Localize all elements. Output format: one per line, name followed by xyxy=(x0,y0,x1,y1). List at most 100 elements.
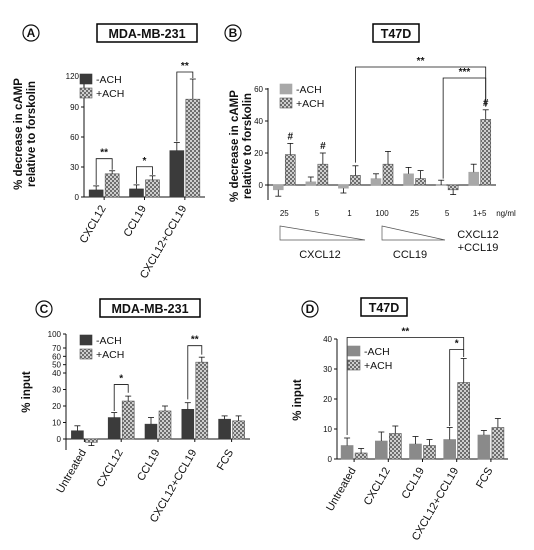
y-axis-label: % decrease in cAMP xyxy=(229,90,241,202)
y-tick-label: 0 xyxy=(75,193,80,202)
y-axis-label: relative to forskolin xyxy=(26,81,38,187)
sig-bracket xyxy=(449,349,465,426)
sig-bracket xyxy=(442,77,487,179)
sig-bracket xyxy=(176,71,194,142)
legend-label: -ACH xyxy=(296,84,322,96)
bar-minus-ach xyxy=(340,445,354,460)
y-tick-label: 0 xyxy=(328,455,333,464)
title: T47D xyxy=(360,297,408,317)
legend-label: -ACH xyxy=(96,74,122,86)
panel-letter-circle xyxy=(224,24,242,42)
bar-plus-ach xyxy=(447,184,459,191)
chart-title: T47D xyxy=(369,301,400,315)
x-tick-label: 5 xyxy=(445,209,450,218)
bar-minus-ach xyxy=(129,188,144,198)
panel-letter-circle xyxy=(22,24,40,42)
bar-plus-ach xyxy=(350,175,361,186)
bar-plus-ach xyxy=(423,445,436,460)
title: MDA-MB-231 xyxy=(96,23,198,43)
sig-label: * xyxy=(119,374,123,385)
bar-minus-ach xyxy=(443,439,457,460)
y-tick-label: 20 xyxy=(254,149,263,158)
title: T47D xyxy=(372,23,420,43)
bar-plus-ach xyxy=(232,420,245,440)
y-tick-label: 40 xyxy=(323,335,332,344)
title-box xyxy=(372,23,420,43)
panel-letter: A xyxy=(27,26,36,40)
y-tick-label: 0 xyxy=(259,181,264,190)
bar-minus-ach xyxy=(468,171,480,186)
bar-plus-ach xyxy=(382,163,394,186)
panel-letter-circle xyxy=(35,300,53,318)
chart-title: T47D xyxy=(381,27,412,41)
legend-label: +ACH xyxy=(96,88,124,100)
bar-plus-ach xyxy=(195,361,209,440)
x-tick-label: 1 xyxy=(347,209,352,218)
bar-minus-ach xyxy=(370,178,382,186)
sig-label: * xyxy=(455,339,459,350)
group-label: CXCL12 xyxy=(299,249,341,261)
sig-bracket xyxy=(346,337,465,435)
bar-plus-ach xyxy=(415,178,426,186)
chart-title: MDA-MB-231 xyxy=(111,302,188,316)
x-tick-label: 1+5 xyxy=(473,209,487,218)
y-tick-label: 30 xyxy=(70,163,79,172)
sig-label: ** xyxy=(181,61,189,72)
y-axis-label: relative to forskolin xyxy=(242,93,254,199)
chart-title: MDA-MB-231 xyxy=(108,27,185,41)
y-tick-label: 0 xyxy=(57,435,62,444)
bar-plus-ach xyxy=(354,452,368,460)
panel-b: 0 20 40 60 -ACH +ACH T47D B % decrease in cAMP re… xyxy=(224,23,516,261)
x-tick-label: Untreated xyxy=(54,448,89,496)
sig-label: # xyxy=(288,131,294,142)
legend-swatch xyxy=(79,348,93,360)
panel-letter: D xyxy=(306,302,315,316)
bar-minus-ach xyxy=(435,184,447,186)
sig-label: *** xyxy=(459,67,471,78)
legend: -ACH +ACH xyxy=(279,83,324,110)
x-tick-label: CXCL12 xyxy=(78,204,109,246)
y-tick-label: 90 xyxy=(70,103,79,112)
y-tick-label: 70 xyxy=(52,344,61,353)
bar-plus-ach xyxy=(145,179,160,198)
y-axis-label: % decrease in cAMP xyxy=(13,78,25,190)
bar-minus-ach xyxy=(409,443,422,460)
panel-letter: B xyxy=(229,26,238,40)
legend-swatch xyxy=(79,334,93,346)
x-tick-label: CCL19 xyxy=(400,466,428,502)
bar-minus-ach xyxy=(218,418,231,440)
bar-plus-ach xyxy=(491,427,505,460)
x-tick-label: CXCL12 xyxy=(362,466,393,508)
unit-label: ng/ml xyxy=(496,209,516,218)
x-tick-label: 100 xyxy=(375,209,389,218)
x-tick-label: CCL19 xyxy=(135,448,163,484)
bar-plus-ach xyxy=(85,438,98,443)
x-tick-label: FCS xyxy=(215,448,236,473)
sig-bracket xyxy=(355,66,487,163)
x-tick-label: CXCL12 xyxy=(95,448,126,490)
legend-swatch xyxy=(347,359,361,371)
bar-plus-ach xyxy=(121,400,135,440)
bar-minus-ach xyxy=(71,430,84,440)
sig-label: ** xyxy=(191,335,199,346)
panel-letter-circle xyxy=(301,300,319,318)
sig-bracket xyxy=(113,384,129,411)
bar-plus-ach xyxy=(158,410,172,440)
sig-bracket xyxy=(95,158,113,185)
x-tick-label: 5 xyxy=(315,209,320,218)
legend: -ACH +ACH xyxy=(79,73,124,100)
y-tick-label: 50 xyxy=(52,361,61,370)
legend-label: +ACH xyxy=(296,98,324,110)
bar-minus-ach xyxy=(169,150,185,198)
bar-plus-ach xyxy=(104,173,120,198)
group-label: CCL19 xyxy=(393,249,427,261)
y-tick-label: 30 xyxy=(323,365,332,374)
bar-minus-ach xyxy=(107,417,121,440)
legend: -ACH +ACH xyxy=(347,345,392,372)
title-box xyxy=(99,298,201,318)
x-tick-label: CCL19 xyxy=(122,204,150,240)
legend: -ACH +ACH xyxy=(79,334,124,361)
dose-wedge xyxy=(279,225,366,241)
